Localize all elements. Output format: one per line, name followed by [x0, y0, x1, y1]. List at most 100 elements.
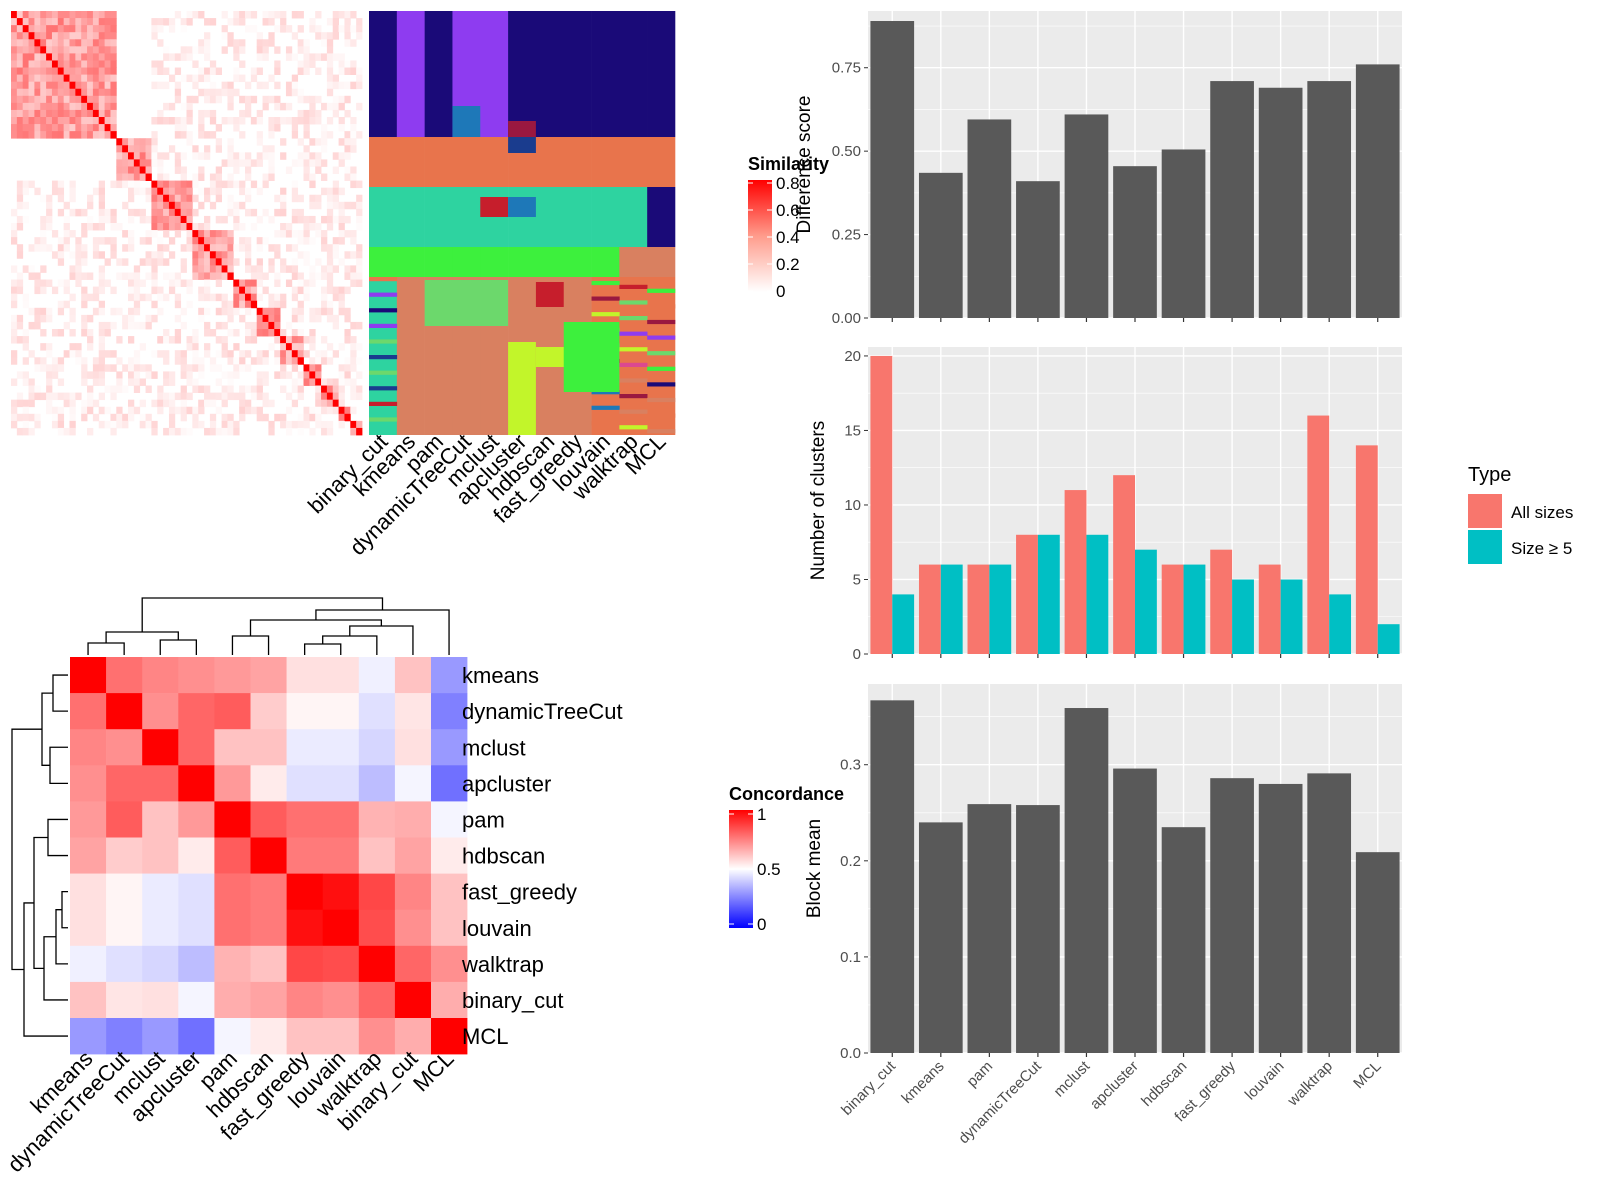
similarity-cell — [51, 95, 59, 104]
similarity-cell — [110, 18, 117, 26]
similarity-cell — [204, 343, 211, 351]
similarity-cell — [221, 265, 228, 273]
similarity-cell — [297, 237, 304, 245]
similarity-cell — [239, 159, 246, 167]
similarity-cell — [104, 109, 111, 118]
similarity-cell — [186, 336, 193, 344]
similarity-cell — [245, 95, 252, 104]
bar — [1258, 87, 1303, 318]
concordance-cell — [431, 729, 468, 766]
similarity-cell — [151, 187, 158, 196]
concordance-column-labels: kmeansdynamicTreeCutmclustapclusterpamhd… — [2, 1046, 458, 1177]
similarity-cell — [297, 25, 304, 33]
similarity-cell — [250, 293, 258, 302]
similarity-cell — [315, 406, 322, 415]
bar-all-sizes — [1064, 490, 1087, 654]
cluster-cell — [535, 282, 564, 307]
similarity-cell — [233, 88, 240, 97]
similarity-cell — [315, 392, 322, 401]
concordance-cell — [250, 765, 287, 802]
similarity-cell — [46, 131, 53, 139]
similarity-cell — [22, 343, 29, 351]
similarity-cell — [233, 124, 240, 132]
similarity-cell — [128, 286, 135, 295]
similarity-cell — [321, 187, 328, 196]
similarity-cell — [122, 420, 129, 429]
similarity-cell — [274, 60, 281, 68]
similarity-cell — [256, 279, 263, 287]
similarity-cell — [46, 244, 53, 252]
similarity-cell — [198, 124, 205, 132]
similarity-cell — [11, 223, 18, 231]
concordance-row-label: walktrap — [461, 952, 544, 977]
concordance-cell — [322, 729, 360, 766]
similarity-cell — [209, 18, 217, 26]
similarity-cell — [221, 293, 228, 302]
similarity-cell — [215, 237, 222, 245]
similarity-cell — [63, 215, 70, 224]
similarity-cell — [16, 53, 24, 61]
similarity-cell — [309, 272, 316, 280]
similarity-cell — [110, 244, 117, 252]
similarity-cell — [180, 46, 187, 54]
similarity-cell — [338, 81, 345, 90]
similarity-cell — [63, 427, 70, 436]
x-tick-label: dynamicTreeCut — [955, 1057, 1045, 1147]
cluster-cell — [647, 11, 676, 137]
similarity-cell — [122, 385, 129, 393]
similarity-cell — [198, 187, 205, 196]
similarity-cell — [245, 321, 252, 330]
similarity-cell — [344, 67, 351, 75]
similarity-cell — [151, 223, 158, 231]
similarity-cell — [139, 293, 146, 302]
similarity-cell — [92, 286, 100, 295]
similarity-cell — [233, 201, 240, 210]
similarity-cell — [180, 350, 187, 358]
similarity-cell — [145, 293, 152, 302]
similarity-cell — [332, 286, 339, 295]
similarity-cell — [174, 67, 182, 75]
similarity-cell — [16, 427, 24, 436]
similarity-cell — [51, 413, 59, 422]
similarity-cell — [92, 39, 100, 47]
similarity-cell — [245, 350, 252, 358]
similarity-cell — [338, 406, 345, 415]
similarity-cell — [227, 258, 234, 266]
similarity-cell — [51, 88, 59, 97]
similarity-cell — [285, 117, 293, 125]
concordance-cell — [286, 729, 323, 766]
similarity-cell — [326, 194, 334, 203]
similarity-cell — [344, 378, 351, 386]
similarity-cell — [22, 180, 29, 189]
concordance-cell — [394, 765, 432, 802]
similarity-cell — [46, 350, 53, 358]
similarity-cell — [104, 215, 111, 224]
similarity-cell — [280, 18, 287, 26]
similarity-cell — [350, 67, 357, 75]
similarity-cell — [22, 74, 29, 83]
similarity-cell — [227, 237, 234, 245]
similarity-cell — [110, 39, 117, 47]
similarity-cell — [151, 350, 158, 358]
similarity-cell — [139, 343, 146, 351]
similarity-cell — [16, 25, 24, 33]
similarity-cell — [168, 378, 176, 386]
similarity-cell — [221, 392, 228, 401]
cluster-cell — [369, 277, 398, 282]
concordance-cell — [322, 945, 360, 983]
similarity-cell — [98, 251, 105, 259]
similarity-cell — [227, 272, 234, 280]
concordance-cell — [286, 765, 323, 802]
similarity-cell — [326, 131, 334, 139]
similarity-cell — [63, 124, 70, 132]
similarity-cell — [151, 152, 158, 160]
similarity-cell — [174, 272, 182, 280]
similarity-cell — [104, 67, 111, 75]
cluster-cell — [369, 355, 398, 360]
similarity-cell — [11, 39, 18, 47]
similarity-cell — [274, 314, 281, 323]
similarity-cell — [22, 427, 29, 436]
concordance-cell — [431, 801, 468, 838]
similarity-cell — [139, 215, 146, 224]
